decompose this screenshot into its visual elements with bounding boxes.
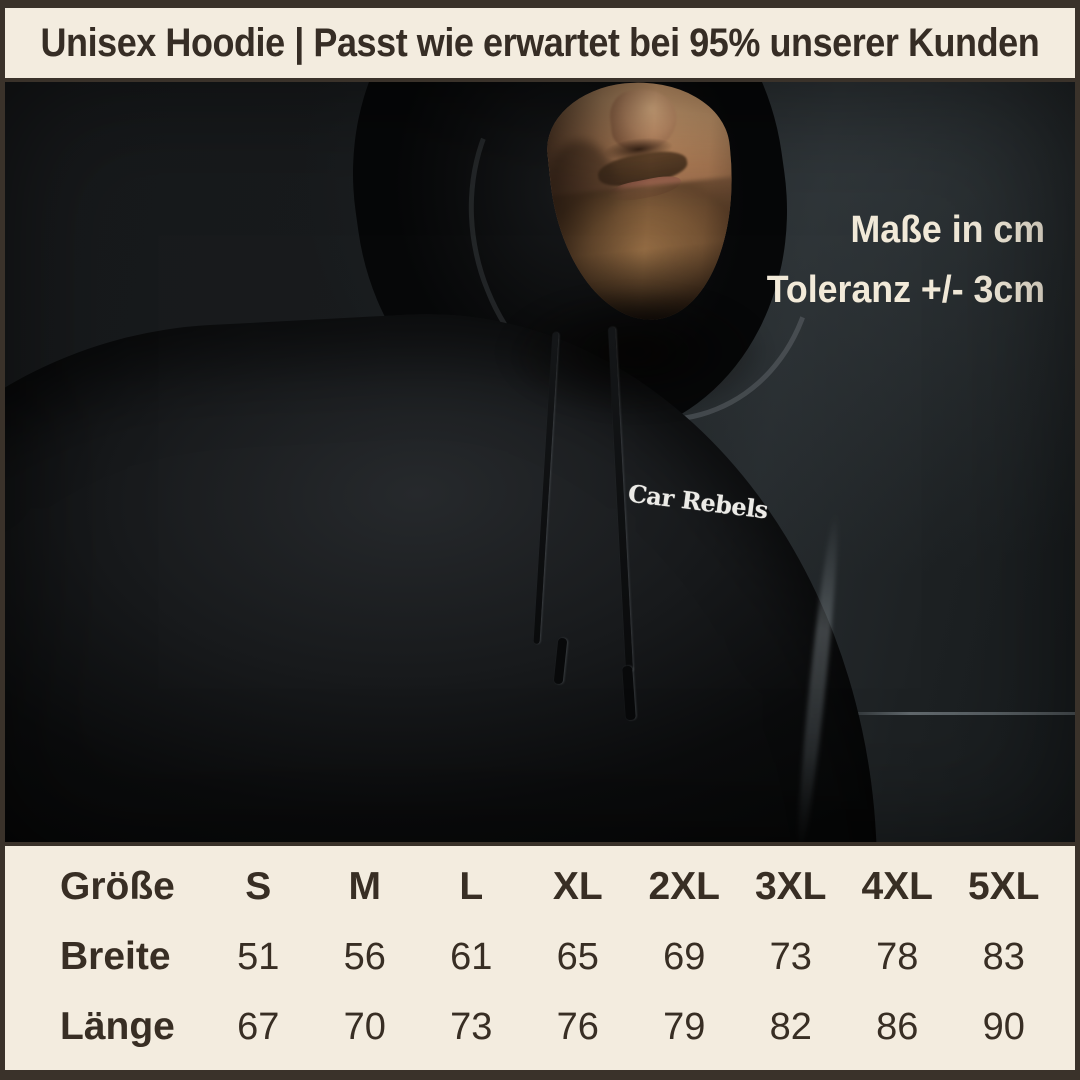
breite-value-2xl: 69 — [663, 935, 706, 978]
measurement-note-line2: Toleranz +/- 3cm — [766, 269, 1045, 311]
breite-value-m: 56 — [343, 935, 386, 978]
title-banner: Unisex Hoodie | Passt wie erwartet bei 9… — [5, 8, 1075, 78]
laenge-value-5xl: 90 — [982, 1005, 1025, 1048]
laenge-value-3xl: 82 — [769, 1005, 812, 1048]
banner-title-text: Unisex Hoodie | Passt wie erwartet bei 9… — [40, 20, 1040, 65]
breite-value-xl: 65 — [556, 935, 599, 978]
column-header-l: L — [459, 865, 484, 908]
size-table-row-breite: Breite 51 56 61 65 69 73 78 83 — [5, 922, 1075, 992]
laenge-value-4xl: 86 — [876, 1005, 919, 1048]
column-header-4xl: 4XL — [861, 865, 934, 908]
row-label-breite: Breite — [60, 935, 171, 978]
size-table: Größe S M L XL 2XL 3XL 4XL 5XL Breite 51… — [5, 846, 1075, 1070]
column-header-s: S — [245, 865, 272, 908]
column-header-3xl: 3XL — [754, 865, 827, 908]
laenge-value-s: 67 — [237, 1005, 280, 1048]
measurement-note-line1: Maße in cm — [850, 209, 1045, 251]
column-header-xl: XL — [552, 865, 603, 908]
size-table-header-row: Größe S M L XL 2XL 3XL 4XL 5XL — [5, 852, 1075, 922]
breite-value-s: 51 — [237, 935, 280, 978]
column-header-5xl: 5XL — [967, 865, 1040, 908]
breite-value-4xl: 78 — [876, 935, 919, 978]
breite-value-l: 61 — [450, 935, 493, 978]
column-header-groesse: Größe — [60, 865, 175, 908]
measurement-note: Maße in cm Toleranz +/- 3cm — [767, 200, 1045, 320]
hoodie-photo: Car Rebels Maße in cm Toleranz +/- 3cm — [5, 82, 1075, 842]
laenge-value-2xl: 79 — [663, 1005, 706, 1048]
breite-value-5xl: 83 — [982, 935, 1025, 978]
laenge-value-l: 73 — [450, 1005, 493, 1048]
breite-value-3xl: 73 — [769, 935, 812, 978]
size-table-row-laenge: Länge 67 70 73 76 79 82 86 90 — [5, 992, 1075, 1062]
column-header-m: M — [348, 865, 382, 908]
photo-vignette — [5, 82, 1075, 842]
column-header-2xl: 2XL — [648, 865, 721, 908]
row-label-laenge: Länge — [60, 1005, 175, 1048]
background-wall-line — [840, 712, 1075, 715]
laenge-value-xl: 76 — [556, 1005, 599, 1048]
neck-shadow — [500, 287, 770, 417]
laenge-value-m: 70 — [343, 1005, 386, 1048]
